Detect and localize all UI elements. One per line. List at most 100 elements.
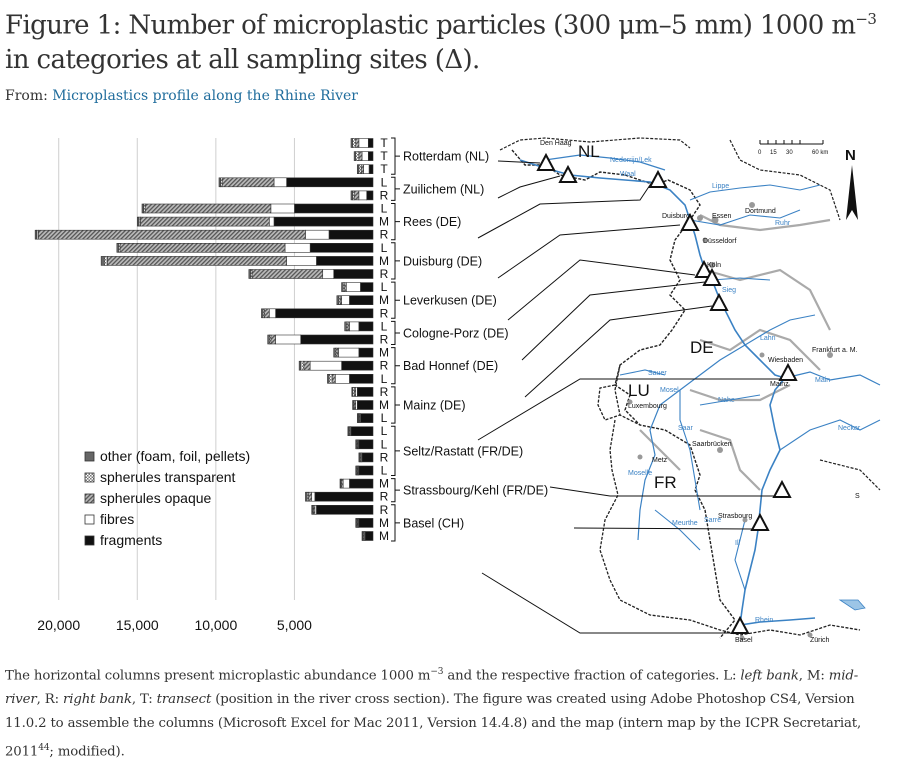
map-label-strasbourg: Strasbourg (718, 513, 752, 520)
map-label-zuerich: Zürich (810, 637, 830, 644)
position-letter: R (380, 490, 389, 504)
bar-row (356, 413, 374, 423)
caption-text: , T: (131, 692, 157, 708)
bar-segment-sph_t (355, 151, 360, 161)
site-label: Rotterdam (NL) (403, 150, 489, 164)
site-label: Mainz (DE) (403, 399, 466, 413)
map-label-sauer: Sauer (648, 370, 667, 377)
site-bracket (391, 242, 400, 280)
site-label: Strassbourg/Kehl (FR/DE) (403, 484, 548, 498)
triangle-icon (702, 267, 722, 286)
border-nl-north (499, 137, 691, 151)
caption-text: ; modified). (49, 744, 125, 760)
map-label-nederrijn: Nederrijn/Lek (610, 157, 652, 164)
svg-text:15: 15 (770, 150, 777, 156)
bar-segment-sph_t (103, 256, 108, 266)
bar-segment-other (218, 177, 221, 188)
country-label-de: DE (690, 338, 714, 357)
map-label-neckar: Neckar (838, 425, 861, 432)
legend: other (foam, foil, pellets) spherules tra… (84, 448, 250, 548)
caption-em: transect (156, 692, 212, 708)
position-letter: R (380, 385, 389, 399)
map-label-lahn: Lahn (760, 335, 776, 342)
legend-label: spherules opaque (100, 490, 212, 506)
bar-segment-fragments (358, 347, 374, 358)
position-letter: T (380, 136, 388, 150)
bar-segment-fragments (316, 256, 374, 266)
river-saar (679, 390, 701, 511)
bar-segment-fibres (334, 374, 350, 384)
bar-row (116, 243, 374, 253)
bar-segment-other (355, 465, 357, 476)
position-letter: M (379, 477, 389, 491)
map-label-waal: Waal (620, 171, 636, 178)
caption-sup: −3 (430, 667, 444, 677)
bar-segment-sph_t (352, 138, 357, 148)
bar-segment-fragments (328, 229, 374, 240)
bar-segment-fibres (286, 256, 317, 266)
caption-text: (position in the river cross section). T… (5, 692, 862, 760)
bar-segment-sph_o (308, 491, 313, 502)
title-superscript: −3 (855, 10, 877, 28)
bar-segment-other (311, 504, 313, 515)
bar-segment-other (358, 452, 360, 463)
bar-segment-fibres (345, 282, 361, 292)
bar-segment-other (347, 426, 349, 437)
bar-segment-fragments (349, 374, 374, 384)
bar-segment-other (351, 387, 353, 397)
triangle-icon (730, 615, 750, 634)
bar-row (355, 518, 374, 528)
bar-row (358, 452, 374, 463)
position-letter: M (379, 346, 389, 360)
svg-text:0: 0 (758, 150, 762, 156)
site-bracket (391, 281, 400, 319)
bar-segment-other (352, 400, 354, 410)
position-letter: M (379, 516, 389, 530)
bar-row (351, 387, 374, 397)
site-label: Cologne-Porz (DE) (403, 326, 509, 340)
position-letter: R (380, 267, 389, 281)
bar-segment-fibres (284, 243, 311, 253)
source-link[interactable]: Microplastics profile along the Rhine Ri… (52, 88, 358, 104)
site-bracket (391, 320, 400, 345)
bar-segment-other (298, 360, 302, 371)
river-sieg (711, 277, 771, 281)
map-label-saar: Saar (678, 425, 693, 432)
scale-bar (759, 140, 824, 145)
position-letter: L (381, 464, 388, 478)
bar-segment-sph_o (270, 334, 276, 345)
country-label-lu: LU (628, 381, 650, 400)
scale-labels: 0 15 30 60 km (758, 150, 828, 156)
bar-segment-fragments (350, 426, 374, 437)
map-label-ruhr: Ruhr (775, 220, 791, 227)
site-bracket (391, 478, 400, 503)
bar-segment-other (248, 269, 251, 279)
bar-row (218, 177, 374, 188)
bar-row (353, 151, 374, 161)
triangle-icon (778, 362, 798, 381)
bar-segment-other (327, 374, 330, 384)
bar-segment-fragments (356, 387, 374, 397)
position-letter: R (380, 188, 389, 202)
triangle-icon (648, 169, 668, 188)
caption-text: , R: (36, 692, 64, 708)
bar-segment-fibres (358, 138, 369, 148)
map-label-s: S (855, 493, 860, 500)
source-label: From: (5, 88, 53, 104)
bar-segment-fibres (361, 151, 369, 161)
bar-segment-fibres (342, 478, 350, 489)
bar-segment-fibres (305, 229, 330, 240)
map-label-sieg: Sieg (722, 287, 736, 294)
bars (34, 138, 374, 541)
bar-segment-other (353, 151, 357, 161)
map-label-meurthe: Meurthe (672, 520, 698, 527)
bar-segment-fragments (358, 518, 374, 528)
bar-segment-fragments (294, 203, 374, 214)
site-bracket (391, 137, 400, 175)
caption-ref: 44 (38, 743, 50, 754)
triangle-icon (680, 212, 700, 231)
legend-swatch-fibres (84, 514, 95, 525)
bar-row (347, 426, 374, 437)
legend-label: fragments (100, 532, 162, 548)
